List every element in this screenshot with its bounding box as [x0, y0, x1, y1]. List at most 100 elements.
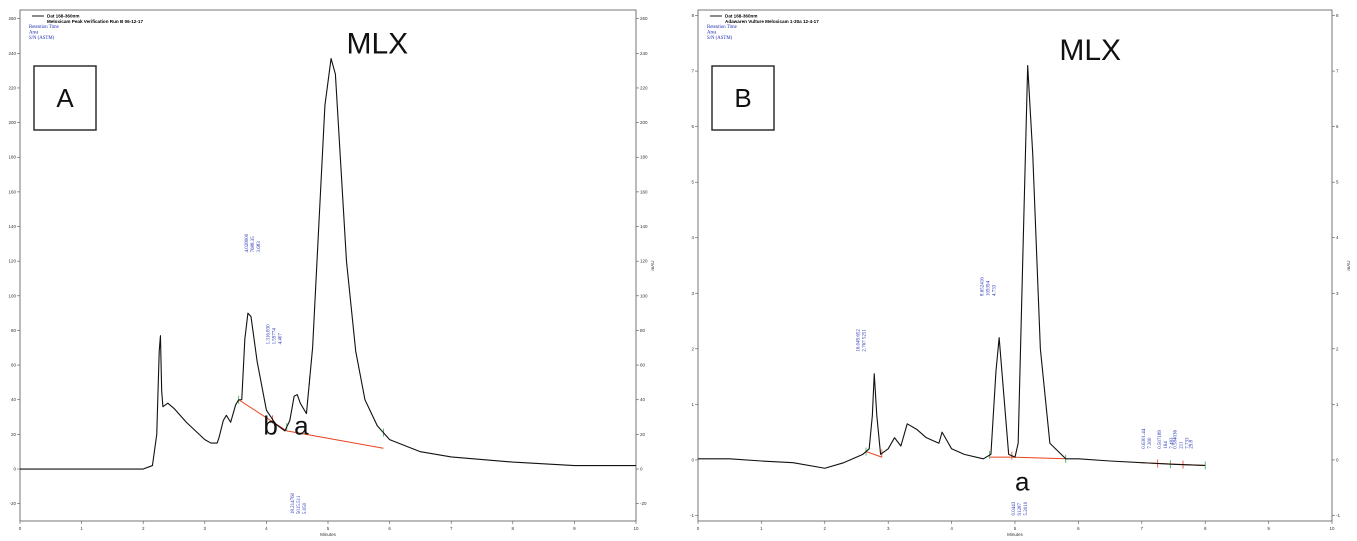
legend-detail: Area: [29, 31, 39, 36]
y-tick-label-right: 20: [640, 432, 646, 437]
peak-label: 0.6301.44: [1142, 428, 1147, 449]
peak-label: 164: [1164, 441, 1169, 449]
peak-label: 7.733: [1186, 437, 1191, 449]
x-tick-label: 2: [824, 526, 827, 531]
peak-label-group: 1.316.830 1.59774 4.407: [266, 324, 283, 345]
y-tick-label-left: 80: [11, 328, 17, 333]
plot-frame: [19, 9, 637, 522]
peak-label-group: 0.6301.44 7.300: [1142, 428, 1153, 449]
y-tick-label-left: 60: [11, 363, 17, 368]
x-tick-label: 3: [204, 526, 207, 531]
x-tick-label: 5: [327, 526, 330, 531]
peak-label: 4.407: [278, 333, 283, 345]
peak-label: 18.214760: [291, 492, 296, 514]
peak-letter-label: a: [294, 410, 309, 440]
x-tick-label: 1: [760, 526, 763, 531]
peak-label-group: 18.214760 5015.511 5.050: [291, 492, 308, 514]
x-tick-label: 9: [573, 526, 576, 531]
peak-label: 1.59774: [272, 328, 277, 345]
peak-label-group: 29.8: [1190, 440, 1195, 449]
y-tick-label-left: 0: [691, 457, 694, 462]
y-tick-label-left: 2: [691, 346, 694, 351]
peak-label: 5.2010: [1024, 501, 1029, 515]
y-tick-label-right: 8: [1336, 13, 1339, 18]
y-tick-label-right: 80: [640, 328, 646, 333]
y-tick-label-left: 160: [8, 189, 16, 194]
y-tick-label-left: 8: [691, 13, 694, 18]
peak-label: 3.683: [257, 241, 262, 253]
peak-label: 2.767 5251: [863, 329, 868, 352]
legend-entry: Dat 168-360nm: [47, 14, 79, 19]
y-tick-label-right: 5: [1336, 180, 1339, 185]
legend-entry: Adawaren Vulture Meloxicam 1-30a 12-4-17: [725, 19, 819, 24]
peak-label: 0.0443: [1012, 501, 1017, 515]
x-tick-label: 10: [1329, 526, 1335, 531]
legend-detail: Retention Time: [707, 25, 737, 30]
y-tick-label-right: -20: [640, 501, 647, 506]
y-tick-label-left: 4: [691, 235, 694, 240]
y-axis-label: mAU: [1346, 261, 1351, 271]
y-tick-label-right: 180: [640, 155, 648, 160]
x-tick-label: 4: [265, 526, 268, 531]
peak-label: 5.050: [303, 502, 308, 514]
y-tick-label-left: 180: [8, 155, 16, 160]
peak-letter-label: a: [1015, 466, 1030, 496]
panel-label: B: [734, 83, 751, 113]
peak-label-group: 0.0443 91287 5.2010: [1012, 501, 1029, 515]
x-tick-label: 2: [142, 526, 145, 531]
x-tick-label: 9: [1267, 526, 1270, 531]
peak-label: 7.483: [1170, 437, 1175, 449]
legend-detail: Area: [707, 31, 717, 36]
x-tick-label: 10: [633, 526, 639, 531]
x-tick-label: 8: [512, 526, 515, 531]
peak-label: 109394: [986, 281, 991, 297]
y-tick-label-right: 7: [1336, 69, 1339, 74]
peak-label: 0.507189: [1158, 430, 1163, 449]
y-tick-label-left: 240: [8, 51, 16, 56]
y-tick-label-left: 6: [691, 124, 694, 129]
y-tick-label-right: 40: [640, 397, 646, 402]
y-tick-label-left: -20: [9, 501, 16, 506]
chromatogram-trace: [20, 57, 636, 470]
y-tick-label-left: 260: [8, 16, 16, 21]
peak-label-group: 16.049.652 2.767 5251: [857, 329, 868, 352]
legend-detail: S/N (ASTM): [707, 36, 733, 41]
y-tick-label-right: 100: [640, 293, 648, 298]
plot-frame: [697, 9, 1333, 522]
peak-label: 29.8: [1190, 440, 1195, 449]
peak-letter-label: b: [263, 410, 277, 440]
y-tick-label-left: 120: [8, 259, 16, 264]
y-tick-label-left: 200: [8, 120, 16, 125]
chromatogram-panel-a: 0 1 2 3 4 5 6 7 8 9 10 Minutes -20 -20 0 0 20 20 40 40 60 60 8…: [0, 0, 676, 541]
panel-label: A: [56, 83, 74, 113]
x-axis-label: Minutes: [320, 532, 337, 537]
y-axis-label: mAU: [650, 261, 655, 271]
y-tick-label-right: 3: [1336, 291, 1339, 296]
y-tick-label-left: 1: [691, 402, 694, 407]
y-tick-label-left: 0: [13, 467, 16, 472]
chromatogram-trace: [698, 64, 1206, 469]
y-tick-label-left: 220: [8, 85, 16, 90]
x-axis-label: Minutes: [1007, 532, 1024, 537]
compound-label: MLX: [346, 27, 408, 60]
x-tick-label: 8: [1204, 526, 1207, 531]
peak-label: 7.300: [1148, 437, 1153, 449]
x-tick-label: 6: [1077, 526, 1080, 531]
x-tick-label: 3: [887, 526, 890, 531]
x-tick-label: 7: [450, 526, 453, 531]
peak-label: 7688.35: [251, 236, 256, 253]
y-tick-label-right: 0: [640, 467, 643, 472]
peak-label: 1.316.830: [266, 324, 271, 345]
peak-label: 0.584036: [1174, 430, 1179, 449]
integration-baseline: [865, 451, 883, 458]
chromatogram-panel-b: 0 1 2 3 4 5 6 7 8 9 10 Minutes -1 -1 0 0 1 1 2 2 3 3 4 4 5 5 6 6 7 7 8…: [678, 0, 1357, 541]
peak-label: 8.652416: [980, 277, 985, 296]
y-tick-label-right: 200: [640, 120, 648, 125]
y-tick-label-right: 4: [1336, 235, 1339, 240]
y-tick-label-right: 0: [1336, 457, 1339, 462]
y-tick-label-right: 160: [640, 189, 648, 194]
y-tick-label-right: 260: [640, 16, 648, 21]
y-tick-label-right: 120: [640, 259, 648, 264]
y-tick-label-left: 40: [11, 397, 17, 402]
legend-entry: Meloxicam Peak Verification Run B 06-12-…: [47, 19, 143, 24]
